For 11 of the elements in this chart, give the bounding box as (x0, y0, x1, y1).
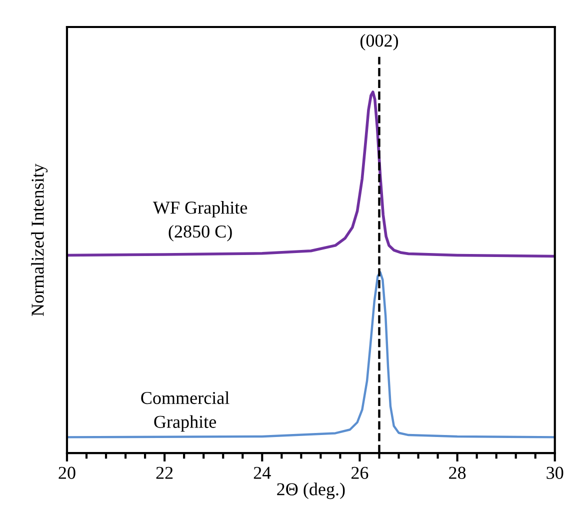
x-tick-label: 28 (449, 466, 466, 479)
x-axis-title: 2Θ (deg.) (277, 482, 345, 500)
x-tick-label: 24 (254, 466, 271, 479)
text: (002) (360, 34, 398, 50)
series-label: WF Graphite (2850 C) (152, 201, 248, 242)
series-label: Commercial Graphite (141, 391, 230, 432)
x-tick-label: 22 (156, 466, 173, 479)
x-tick-label: 26 (351, 466, 368, 479)
x-tick-label: 30 (546, 466, 564, 479)
y-axis-title: Normalized Intensity (31, 164, 48, 316)
x-tick-label: 20 (58, 466, 76, 479)
